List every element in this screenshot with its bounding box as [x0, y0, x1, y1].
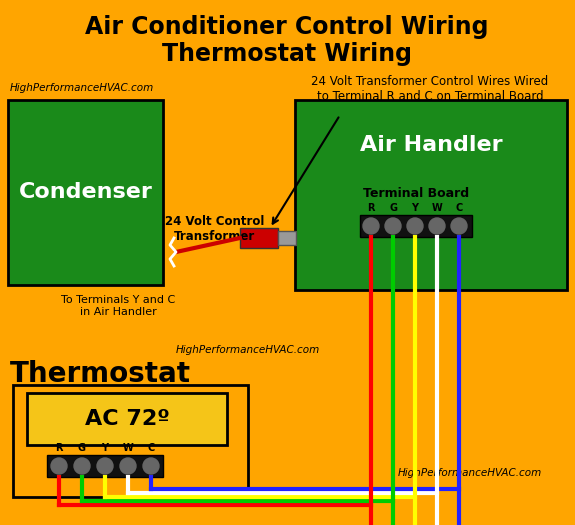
Circle shape [429, 218, 445, 234]
Text: C: C [455, 203, 463, 213]
Text: 24 Volt Control
Transformer: 24 Volt Control Transformer [166, 215, 264, 243]
Text: Y: Y [102, 443, 109, 453]
Bar [278, 231, 296, 245]
Text: Condenser: Condenser [18, 183, 152, 203]
Circle shape [407, 218, 423, 234]
Bar [295, 100, 567, 290]
Text: HighPerformanceHVAC.com: HighPerformanceHVAC.com [398, 468, 542, 478]
Text: Air Conditioner Control Wiring: Air Conditioner Control Wiring [85, 15, 489, 39]
Circle shape [143, 458, 159, 474]
Text: Thermostat: Thermostat [10, 360, 191, 388]
Text: R: R [367, 203, 375, 213]
Text: AC 72º: AC 72º [85, 409, 170, 429]
Text: G: G [389, 203, 397, 213]
Text: 24 Volt Transformer Control Wires Wired
to Terminal R and C on Terminal Board: 24 Volt Transformer Control Wires Wired … [312, 75, 549, 103]
Circle shape [451, 218, 467, 234]
Text: Terminal Board: Terminal Board [363, 187, 469, 200]
Bar [27, 393, 227, 445]
Text: HighPerformanceHVAC.com: HighPerformanceHVAC.com [10, 83, 154, 93]
Text: C: C [147, 443, 155, 453]
Text: W: W [432, 203, 442, 213]
Text: Air Handler: Air Handler [360, 135, 503, 155]
Bar [360, 215, 472, 237]
Bar [8, 100, 163, 285]
Text: G: G [78, 443, 86, 453]
Circle shape [385, 218, 401, 234]
Circle shape [51, 458, 67, 474]
Bar [240, 228, 278, 248]
Text: W: W [122, 443, 133, 453]
Text: R: R [55, 443, 63, 453]
Circle shape [97, 458, 113, 474]
Text: To Terminals Y and C
in Air Handler: To Terminals Y and C in Air Handler [61, 295, 175, 317]
Text: Thermostat Wiring: Thermostat Wiring [162, 42, 412, 66]
Bar [47, 455, 163, 477]
Circle shape [74, 458, 90, 474]
Text: HighPerformanceHVAC.com: HighPerformanceHVAC.com [176, 345, 320, 355]
Circle shape [363, 218, 379, 234]
Circle shape [120, 458, 136, 474]
Bar [13, 385, 248, 497]
Text: Y: Y [412, 203, 419, 213]
